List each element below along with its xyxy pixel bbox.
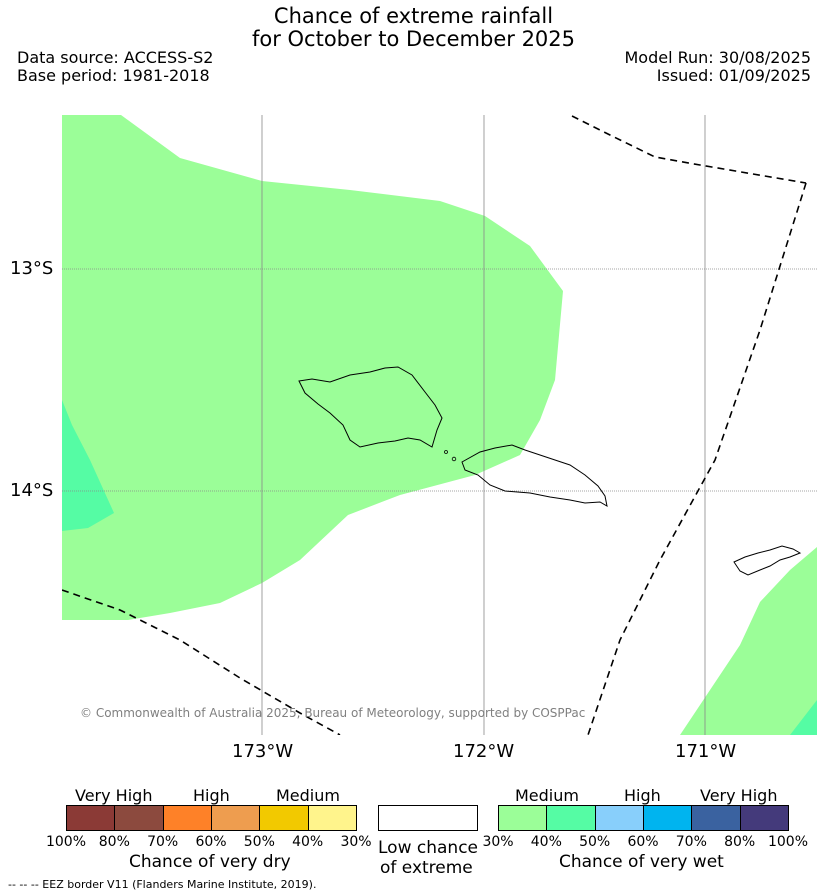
wet-swatch [498, 805, 548, 831]
lat-label-13s: 13°S [10, 258, 54, 279]
wet-swatch [546, 805, 596, 831]
dry-header-high: High [193, 786, 230, 805]
savaii-island [298, 366, 443, 448]
low-chance-line-1: Low chance [378, 838, 478, 858]
apolima-islet [451, 456, 457, 462]
wet-header-medium: Medium [515, 786, 579, 805]
dry-tick-label: 60% [195, 834, 227, 850]
wet-40-50-region-west [62, 400, 114, 531]
dry-header-very-high: Very High [75, 786, 153, 805]
wet-tick-label: 70% [675, 834, 707, 850]
wet-tick-label: 30% [482, 834, 514, 850]
graticule [62, 115, 817, 735]
wet-tick-label: 60% [627, 834, 659, 850]
model-run: Model Run: 30/08/2025 [624, 48, 812, 67]
low-chance-line-2: of extreme [380, 858, 473, 878]
low-chance-swatch [378, 805, 478, 831]
dry-swatch [259, 805, 309, 831]
wet-swatch [643, 805, 693, 831]
dry-tick-label: 50% [243, 834, 275, 850]
dry-colorbar-title: Chance of very dry [129, 852, 291, 872]
lon-label-173w: 173°W [232, 741, 294, 762]
title-line-2: for October to December 2025 [251, 27, 576, 51]
base-period: Base period: 1981-2018 [17, 66, 210, 85]
dry-swatch [66, 805, 116, 831]
dry-tick-label: 70% [147, 834, 179, 850]
lon-label-171w: 171°W [675, 741, 737, 762]
medium-wet-region-southeast [680, 547, 817, 735]
dry-header-medium: Medium [276, 786, 340, 805]
wet-tick-label: 100% [767, 834, 809, 850]
copyright-note: © Commonwealth of Australia 2025, Bureau… [80, 706, 586, 720]
wet-tick-label: 80% [724, 834, 756, 850]
upolu-island [461, 444, 608, 507]
wet-tick-label: 40% [530, 834, 562, 850]
medium-wet-region [62, 115, 563, 620]
dry-swatch [211, 805, 261, 831]
wet-header-very-high: Very High [700, 786, 778, 805]
wet-tick-label: 50% [579, 834, 611, 850]
title-line-1: Chance of extreme rainfall [273, 4, 554, 28]
wet-swatch [739, 805, 789, 831]
wet-swatch [594, 805, 644, 831]
wet-swatch [691, 805, 741, 831]
wet-header-high: High [624, 786, 661, 805]
manono-islet [444, 450, 448, 454]
dry-tick-label: 80% [98, 834, 130, 850]
dry-swatch [307, 805, 357, 831]
eez-footer-note: -- -- -- EEZ border V11 (Flanders Marine… [8, 878, 317, 891]
lat-label-14s: 14°S [10, 480, 54, 501]
dry-tick-label: 30% [340, 834, 372, 850]
dry-swatch [114, 805, 164, 831]
dry-tick-label: 100% [45, 834, 87, 850]
wet-colorbar-title: Chance of very wet [559, 852, 724, 872]
wet-40-50-region-southeast [790, 700, 817, 735]
issued-date: Issued: 01/09/2025 [656, 66, 811, 85]
dry-tick-label: 40% [292, 834, 324, 850]
lon-label-172w: 172°W [453, 741, 515, 762]
tutuila-island [733, 545, 802, 576]
dry-swatch [162, 805, 212, 831]
eez-border [62, 115, 807, 735]
data-source: Data source: ACCESS-S2 [17, 48, 214, 67]
